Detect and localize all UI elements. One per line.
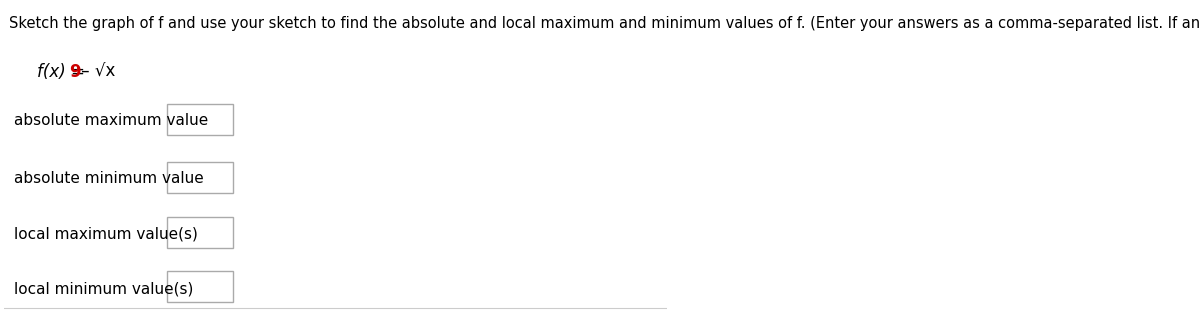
FancyBboxPatch shape (167, 271, 233, 302)
Text: absolute minimum value: absolute minimum value (14, 171, 204, 186)
Text: – √x: – √x (76, 63, 115, 81)
Text: local maximum value(s): local maximum value(s) (14, 227, 198, 242)
Text: absolute maximum value: absolute maximum value (14, 113, 209, 128)
FancyBboxPatch shape (167, 217, 233, 248)
Text: local minimum value(s): local minimum value(s) (14, 282, 193, 297)
FancyBboxPatch shape (167, 162, 233, 193)
Text: Sketch the graph of f and use your sketch to find the absolute and local maximum: Sketch the graph of f and use your sketc… (10, 16, 1200, 32)
Text: f(x) =: f(x) = (37, 63, 90, 81)
FancyBboxPatch shape (167, 104, 233, 135)
Text: 9: 9 (70, 63, 80, 81)
